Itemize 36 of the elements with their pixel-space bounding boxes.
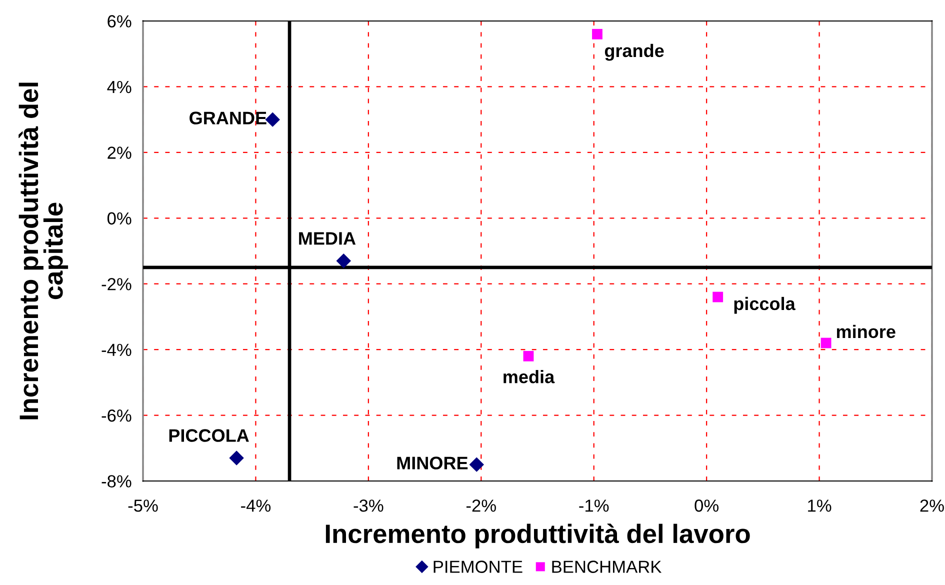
annotation: grande <box>604 44 664 61</box>
point <box>336 253 351 268</box>
point <box>592 28 602 40</box>
annotation: media <box>504 370 555 384</box>
annotation: MEDIA <box>299 232 356 245</box>
annotation: piccola <box>734 296 796 314</box>
y-tick-label: 6% <box>108 15 132 28</box>
x-tick-label: -5% <box>128 500 158 512</box>
x-tick-label: -3% <box>354 500 384 512</box>
x-tick-label: 1% <box>808 500 832 512</box>
annotation: GRANDE <box>190 112 266 124</box>
annotation: minore <box>836 324 896 338</box>
point <box>523 350 534 362</box>
point <box>820 338 832 348</box>
point <box>469 457 484 472</box>
x-axis-title: Incremento produttività del lavoro <box>326 524 750 548</box>
legend-label: BENCHMARK <box>552 560 662 573</box>
point <box>712 292 724 302</box>
y-tick-label: 2% <box>108 146 132 159</box>
point <box>229 450 244 466</box>
x-tick-label: 0% <box>694 500 718 512</box>
x-tick-label: 2% <box>920 500 944 512</box>
y-tick-label: 4% <box>107 80 132 94</box>
annotation: PICCOLA <box>169 429 249 442</box>
y-tick-label: -8% <box>102 475 132 488</box>
y-axis-title: Incremento produttività del capitale <box>18 82 68 420</box>
y-tick-label: -2% <box>102 278 132 290</box>
x-tick-label: -2% <box>466 500 496 512</box>
y-tick-label: 0% <box>107 212 132 225</box>
y-tick-label: -6% <box>102 409 132 422</box>
y-tick-label: -4% <box>102 344 132 356</box>
legend-label: PIEMONTE <box>434 560 522 573</box>
annotation: MINORE <box>397 456 468 470</box>
point <box>265 112 280 127</box>
x-tick-label: -4% <box>241 500 271 512</box>
x-tick-label: -1% <box>579 500 609 512</box>
